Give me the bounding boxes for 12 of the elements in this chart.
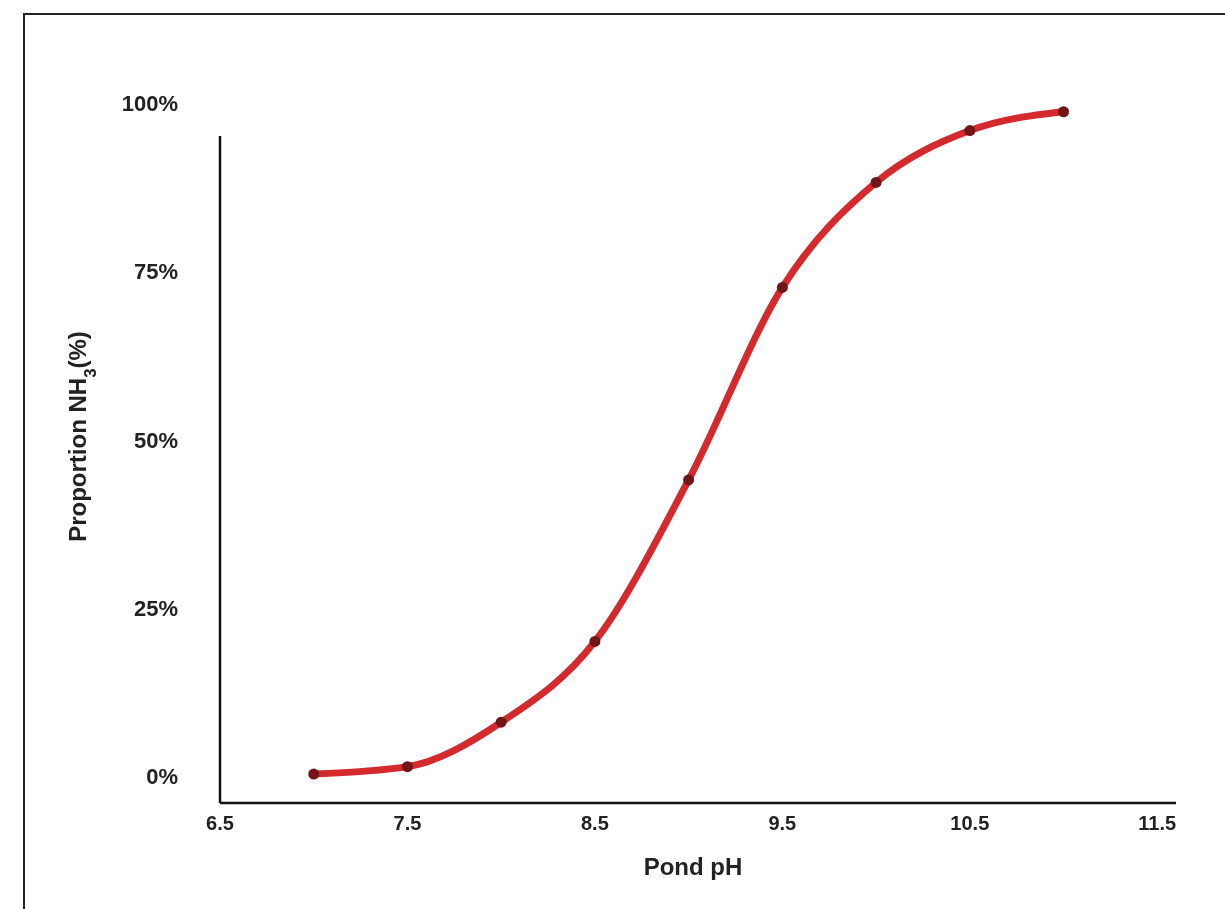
y-tick-label: 75% bbox=[133, 259, 178, 285]
x-tick-label: 10.5 bbox=[950, 812, 990, 834]
x-tick-label: 11.5 bbox=[1138, 812, 1177, 834]
y-tick-label: 50% bbox=[133, 427, 178, 453]
x-tick-label: 8.5 bbox=[581, 812, 609, 834]
x-tick-label: 6.5 bbox=[206, 812, 234, 834]
x-axis-title: Pond pH bbox=[643, 853, 743, 880]
y-tick-label: 0% bbox=[146, 764, 178, 790]
x-tick-label: 9.5 bbox=[768, 812, 797, 834]
x-tick-label: 7.5 bbox=[393, 812, 422, 834]
y-tick-label: 100% bbox=[121, 91, 178, 116]
y-tick-label: 25% bbox=[133, 595, 178, 621]
